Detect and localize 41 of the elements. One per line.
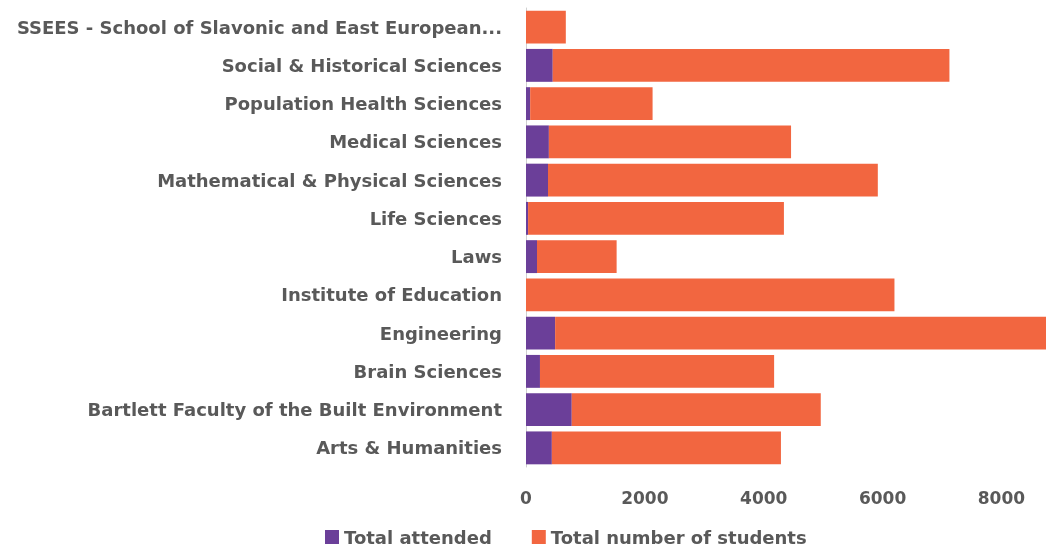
x-tick-label: 6000	[858, 487, 907, 508]
y-tick-label: Social & Historical Sciences	[221, 54, 502, 76]
bar	[526, 316, 556, 350]
y-tick-label: Mathematical & Physical Sciences	[157, 169, 502, 191]
bar	[526, 393, 572, 427]
bar	[571, 393, 821, 427]
bar	[551, 431, 781, 465]
y-tick-label: Institute of Education	[281, 284, 502, 306]
y-tick-label: Arts & Humanities	[316, 437, 502, 459]
bar	[526, 431, 552, 465]
y-tick-label: SSEES - School of Slavonic and East European...	[16, 16, 502, 38]
bar	[526, 163, 548, 197]
x-tick-label: 2000	[621, 487, 669, 508]
y-tick-label: Brain Sciences	[353, 360, 502, 382]
bar	[555, 316, 1046, 350]
y-tick-label: Life Sciences	[369, 207, 502, 229]
bar	[526, 240, 537, 274]
bar	[526, 125, 549, 159]
bar	[539, 354, 775, 388]
y-tick-label: Bartlett Faculty of the Built Environment	[87, 399, 503, 421]
bar	[526, 354, 540, 388]
legend-label: Total number of students	[550, 526, 807, 548]
bar	[526, 201, 529, 235]
x-tick-label: 0	[520, 487, 533, 508]
x-tick-label: 8000	[977, 487, 1026, 508]
bar	[528, 201, 784, 235]
bar	[526, 10, 566, 44]
y-tick-label: Population Health Sciences	[224, 93, 502, 115]
legend-label: Total attended	[344, 526, 492, 548]
bar	[530, 87, 653, 121]
bar	[526, 87, 531, 121]
bar	[526, 48, 553, 82]
bar	[526, 278, 895, 312]
bar	[536, 240, 617, 274]
bar	[548, 125, 792, 159]
bar	[547, 163, 878, 197]
y-tick-label: Engineering	[379, 322, 502, 344]
bar	[552, 48, 950, 82]
x-tick-label: 4000	[740, 487, 788, 508]
y-tick-label: Laws	[451, 246, 502, 268]
y-tick-label: Medical Sciences	[329, 131, 502, 153]
